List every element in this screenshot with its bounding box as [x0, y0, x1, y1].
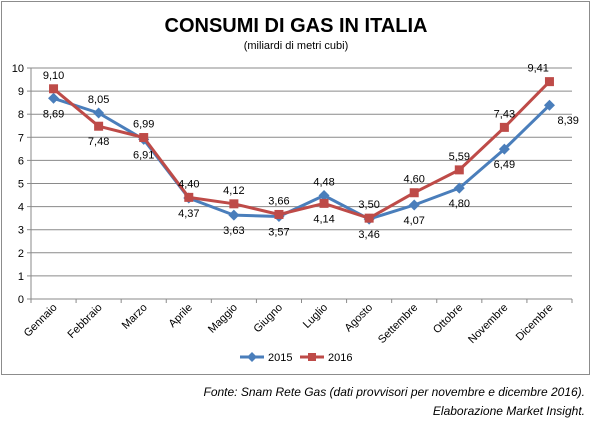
marker-2016 — [454, 165, 464, 175]
legend-label: 2016 — [328, 352, 352, 364]
data-label-2015: 3,63 — [223, 225, 244, 237]
data-label-2016: 4,12 — [223, 185, 244, 197]
data-label-2015: 6,91 — [133, 149, 154, 161]
data-label-2016: 9,41 — [527, 63, 548, 75]
marker-2016 — [319, 198, 329, 208]
y-tick-label: 4 — [18, 202, 24, 214]
data-label-2016: 3,50 — [358, 199, 379, 211]
marker-2016 — [274, 209, 284, 219]
data-label-2015: 4,48 — [313, 177, 334, 189]
gridlines — [31, 67, 572, 300]
data-label-2015: 6,49 — [494, 159, 515, 171]
data-label-2016: 5,59 — [449, 151, 470, 163]
marker-2015 — [228, 209, 240, 221]
series-line-2015 — [53, 96, 551, 221]
marker-2015 — [498, 143, 510, 155]
chart-frame — [1, 1, 590, 375]
data-label-2015: 4,37 — [178, 208, 199, 220]
marker-2015 — [453, 182, 465, 194]
y-tick-label: 6 — [18, 155, 24, 167]
series-lines — [48, 77, 555, 225]
legend-swatch-marker — [308, 353, 316, 361]
data-label-2015: 4,07 — [403, 215, 424, 227]
x-tick-label: Febbraio — [66, 302, 105, 341]
data-label-2016: 9,10 — [43, 70, 64, 82]
marker-2016 — [544, 77, 554, 87]
x-tick-label: Marzo — [120, 302, 150, 332]
chart-title: CONSUMI DI GAS IN ITALIA — [165, 15, 428, 37]
line-chart: CONSUMI DI GAS IN ITALIA (miliardi di me… — [12, 15, 579, 364]
data-label-2016: 4,60 — [403, 174, 424, 186]
y-tick-label: 3 — [18, 225, 24, 237]
data-label-2016: 7,48 — [88, 136, 109, 148]
marker-2016 — [364, 213, 374, 223]
marker-2016 — [184, 192, 194, 202]
data-label-2015: 8,39 — [557, 115, 578, 127]
x-tick-label: Dicembre — [514, 302, 556, 344]
y-tick-label: 2 — [18, 248, 24, 260]
y-tick-label: 9 — [18, 86, 24, 98]
marker-2015 — [48, 92, 60, 104]
y-tick-label: 10 — [12, 63, 24, 75]
marker-2015 — [543, 99, 555, 111]
y-tick-label: 7 — [18, 132, 24, 144]
marker-2016 — [49, 84, 59, 94]
x-tick-label: Ottobre — [431, 302, 465, 336]
x-tick-label: Agosto — [343, 302, 376, 335]
data-label-2016: 6,99 — [133, 119, 154, 131]
marker-2016 — [499, 122, 509, 132]
legend: 2015 2016 — [240, 352, 352, 364]
x-tick-label: Gennaio — [22, 302, 60, 340]
marker-2016 — [139, 133, 149, 143]
marker-2015 — [93, 107, 105, 119]
y-tick-label: 8 — [18, 109, 24, 121]
y-tick-label: 5 — [18, 179, 24, 191]
data-label-2015: 3,46 — [358, 229, 379, 241]
legend-swatch-marker — [247, 352, 257, 362]
data-label-2015: 4,80 — [449, 198, 470, 210]
marker-2015 — [408, 199, 420, 211]
y-tick-label: 0 — [18, 294, 24, 306]
data-label-2016: 4,40 — [178, 178, 199, 190]
chart-subtitle: (miliardi di metri cubi) — [244, 40, 349, 52]
data-labels: 9,10 8,69 8,05 7,48 6,99 6,91 4,40 4,37 4,12 3,63… — [43, 63, 579, 241]
data-label-2015: 8,69 — [43, 108, 64, 120]
x-tick-label: Novembre — [466, 302, 510, 346]
x-tick-label: Maggio — [206, 302, 240, 336]
data-label-2016: 7,43 — [494, 108, 515, 120]
data-label-2015: 3,57 — [268, 227, 289, 239]
marker-2015 — [318, 190, 330, 202]
x-tick-label: Giugno — [252, 302, 286, 336]
marker-2016 — [94, 121, 104, 131]
legend-label: 2015 — [268, 352, 292, 364]
footer-credit: Elaborazione Market Insight. — [432, 404, 585, 418]
marker-2016 — [229, 199, 239, 209]
y-tick-label: 1 — [18, 271, 24, 283]
data-label-2016: 3,66 — [268, 195, 289, 207]
footer-source: Fonte: Snam Rete Gas (dati provvisori pe… — [203, 385, 585, 399]
series-line-2016 — [52, 80, 551, 220]
x-tick-label: Luglio — [301, 302, 330, 331]
x-tick-label: Aprile — [167, 302, 195, 330]
x-tick-label: Settembre — [376, 302, 420, 346]
marker-2016 — [409, 188, 419, 198]
data-label-2016: 4,14 — [313, 213, 334, 225]
data-label-2015: 8,05 — [88, 94, 109, 106]
